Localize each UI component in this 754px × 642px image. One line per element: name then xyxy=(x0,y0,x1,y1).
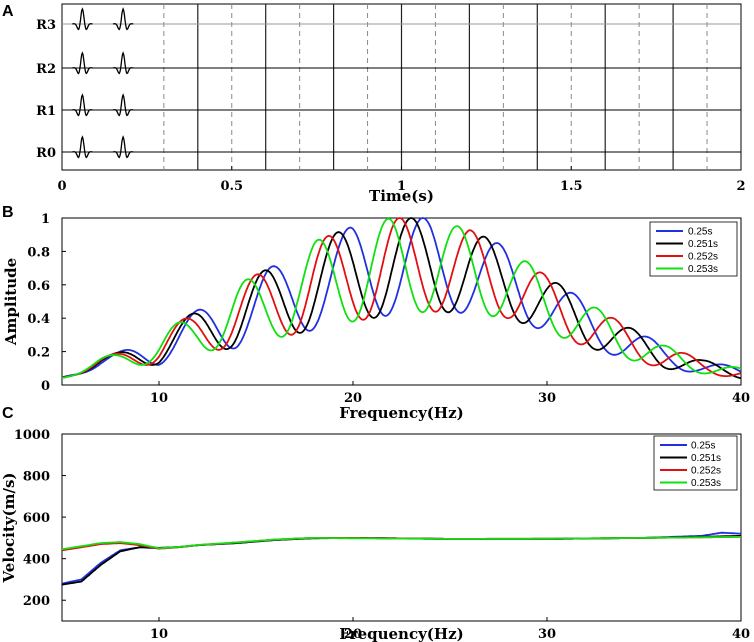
x-tick-label: 30 xyxy=(538,391,556,406)
x-tick-label: 2 xyxy=(736,179,745,194)
series-line-0.251s xyxy=(61,534,742,586)
series-line-0.251s xyxy=(61,217,742,380)
trace-label: R2 xyxy=(36,62,56,77)
trace-label: R3 xyxy=(36,18,56,33)
x-tick-label: 0.5 xyxy=(220,179,243,194)
wavelet-trace xyxy=(112,93,134,117)
x-tick-label: 30 xyxy=(538,627,556,642)
plot-frame xyxy=(61,433,742,622)
legend-label: 0.251s xyxy=(688,239,718,250)
panel-letter-a: A xyxy=(2,3,14,20)
y-tick-label: 200 xyxy=(23,594,50,609)
y-tick-label: 800 xyxy=(23,470,50,485)
legend-label: 0.251s xyxy=(691,453,721,464)
series-line-0.253s xyxy=(61,536,741,551)
panel-c: 10 20 30 40 200 400 600 800 1000 Frequency(Hz) Vel… xyxy=(0,405,750,642)
legend-label: 0.253s xyxy=(691,478,721,489)
legend-label: 0.252s xyxy=(691,466,721,477)
y-tick-label: 0 xyxy=(41,379,50,394)
series-line-0.25s xyxy=(61,531,742,585)
wavelet-trace xyxy=(72,135,93,159)
panel-letter-c: C xyxy=(2,405,14,422)
x-tick-label: 1 xyxy=(397,179,406,194)
panel-b: 10 20 30 40 0 0.2 0.4 0.6 0.8 1 Frequency(Hz) Ampli… xyxy=(2,204,750,422)
wavelet-trace xyxy=(72,93,93,117)
y-tick-label: 0.4 xyxy=(27,312,50,327)
y-tick-label: 0.2 xyxy=(27,346,50,361)
series-line-0.252s xyxy=(61,217,742,379)
wavelet-trace xyxy=(112,51,134,75)
panel-a: R0 R1 R2 R3 0 0.5 1 1.5 2 Time(s) A xyxy=(2,3,746,205)
y-tick-label: 1 xyxy=(41,212,50,227)
y-axis-title: Velocity(m/s) xyxy=(0,473,18,584)
x-tick-label: 10 xyxy=(150,627,168,642)
wavelet-trace xyxy=(112,7,134,31)
x-axis-title: Frequency(Hz) xyxy=(339,625,463,642)
x-tick-label: 10 xyxy=(150,391,168,406)
trace-label: R0 xyxy=(36,146,56,161)
series-line-0.25s xyxy=(61,217,742,379)
x-tick-label: 20 xyxy=(344,391,362,406)
x-axis-title: Time(s) xyxy=(369,187,434,205)
wavelet-trace xyxy=(72,7,93,31)
wavelet-trace xyxy=(72,51,93,75)
wavelet-trace xyxy=(112,135,134,159)
x-axis-title: Frequency(Hz) xyxy=(339,404,463,422)
legend-label: 0.25s xyxy=(691,441,715,452)
y-tick-label: 0.8 xyxy=(27,245,50,260)
y-axis-title: Amplitude xyxy=(2,258,20,346)
y-tick-label: 1000 xyxy=(14,428,50,443)
x-tick-label: 0 xyxy=(57,179,66,194)
x-tick-label: 40 xyxy=(732,627,750,642)
legend-label: 0.252s xyxy=(688,252,718,263)
trace-label: R1 xyxy=(36,104,56,119)
x-tick-label: 1.5 xyxy=(560,179,583,194)
legend-label: 0.25s xyxy=(688,227,712,238)
series-line-0.253s xyxy=(61,217,742,379)
y-tick-label: 600 xyxy=(23,511,50,526)
x-tick-label: 40 xyxy=(732,391,750,406)
panel-letter-b: B xyxy=(2,204,14,221)
legend-label: 0.253s xyxy=(688,264,718,275)
y-tick-label: 400 xyxy=(23,553,50,568)
y-tick-label: 0.6 xyxy=(27,279,50,294)
x-tick-label: 20 xyxy=(344,627,362,642)
